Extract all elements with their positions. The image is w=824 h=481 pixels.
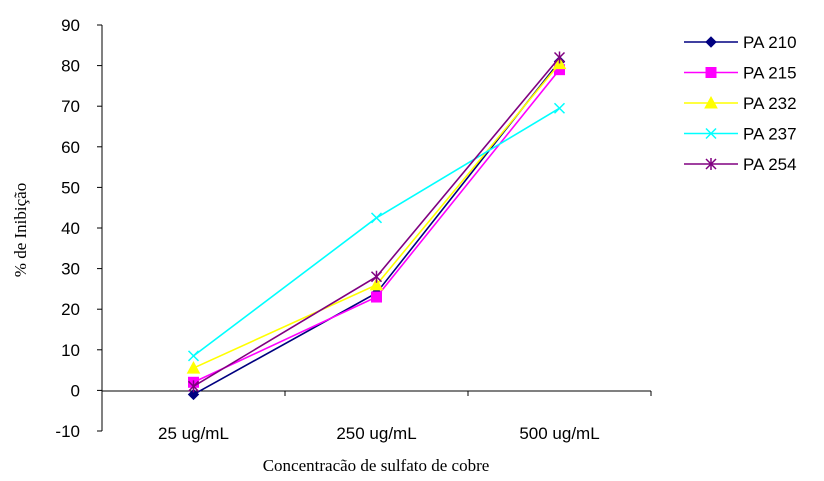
legend: PA 210 PA 215 PA 232 PA 237 PA 254 bbox=[684, 33, 797, 174]
series-pa-210 bbox=[187, 55, 566, 401]
data-point bbox=[370, 212, 383, 224]
data-point bbox=[370, 270, 383, 283]
y-tick-label: 70 bbox=[61, 97, 80, 116]
series-line bbox=[193, 63, 561, 369]
legend-item: PA 254 bbox=[684, 155, 797, 174]
y-tick-label: 0 bbox=[71, 381, 80, 400]
legend-marker bbox=[705, 158, 717, 170]
x-tick-label: 25 ug/mL bbox=[158, 424, 229, 443]
data-point bbox=[371, 291, 382, 303]
data-point bbox=[553, 51, 566, 64]
y-tick-label: 30 bbox=[61, 260, 80, 279]
series-line bbox=[193, 107, 560, 357]
legend-marker bbox=[705, 67, 717, 78]
series-line bbox=[193, 56, 561, 388]
series-pa-215 bbox=[188, 64, 565, 388]
y-tick-label: 20 bbox=[61, 300, 80, 319]
legend-marker bbox=[705, 127, 717, 140]
legend-item: PA 210 bbox=[684, 33, 797, 52]
series-line bbox=[193, 61, 561, 396]
data-point bbox=[187, 380, 200, 393]
series-line bbox=[193, 69, 561, 384]
y-tick-label: 80 bbox=[61, 57, 80, 76]
x-axis-title: Concentracão de sulfato de cobre bbox=[263, 456, 490, 475]
legend-label: PA 237 bbox=[743, 125, 797, 144]
x-tick-label: 250 ug/mL bbox=[336, 424, 416, 443]
y-tick-label: 90 bbox=[61, 16, 80, 35]
y-axis-title: % de Inibição bbox=[11, 183, 30, 277]
data-point bbox=[369, 277, 384, 291]
legend-item: PA 237 bbox=[684, 125, 797, 144]
data-point bbox=[187, 350, 200, 362]
legend-item: PA 215 bbox=[684, 64, 797, 83]
y-tick-label: 50 bbox=[61, 178, 80, 197]
y-tick-label: -10 bbox=[55, 422, 80, 441]
data-point bbox=[553, 102, 566, 114]
legend-item: PA 232 bbox=[684, 94, 797, 113]
y-tick-label: 60 bbox=[61, 138, 80, 157]
data-point bbox=[186, 361, 201, 374]
y-tick-label: 40 bbox=[61, 219, 80, 238]
series-pa-254 bbox=[187, 51, 566, 393]
legend-label: PA 215 bbox=[743, 64, 797, 83]
legend-label: PA 210 bbox=[743, 33, 797, 52]
legend-label: PA 254 bbox=[743, 155, 797, 174]
y-tick-label: 10 bbox=[61, 341, 80, 360]
data-point bbox=[187, 388, 200, 401]
legend-label: PA 232 bbox=[743, 94, 797, 113]
axes: -10 0 10 20 30 40 50 60 70 80 90 25 ug/mL 250 ug/mL 5… bbox=[55, 16, 652, 443]
series-pa-237 bbox=[187, 102, 566, 362]
legend-marker bbox=[704, 95, 718, 109]
series-layer bbox=[186, 51, 567, 401]
series-pa-232 bbox=[186, 56, 567, 374]
x-tick-label: 500 ug/mL bbox=[519, 424, 599, 443]
legend-marker bbox=[705, 36, 717, 48]
